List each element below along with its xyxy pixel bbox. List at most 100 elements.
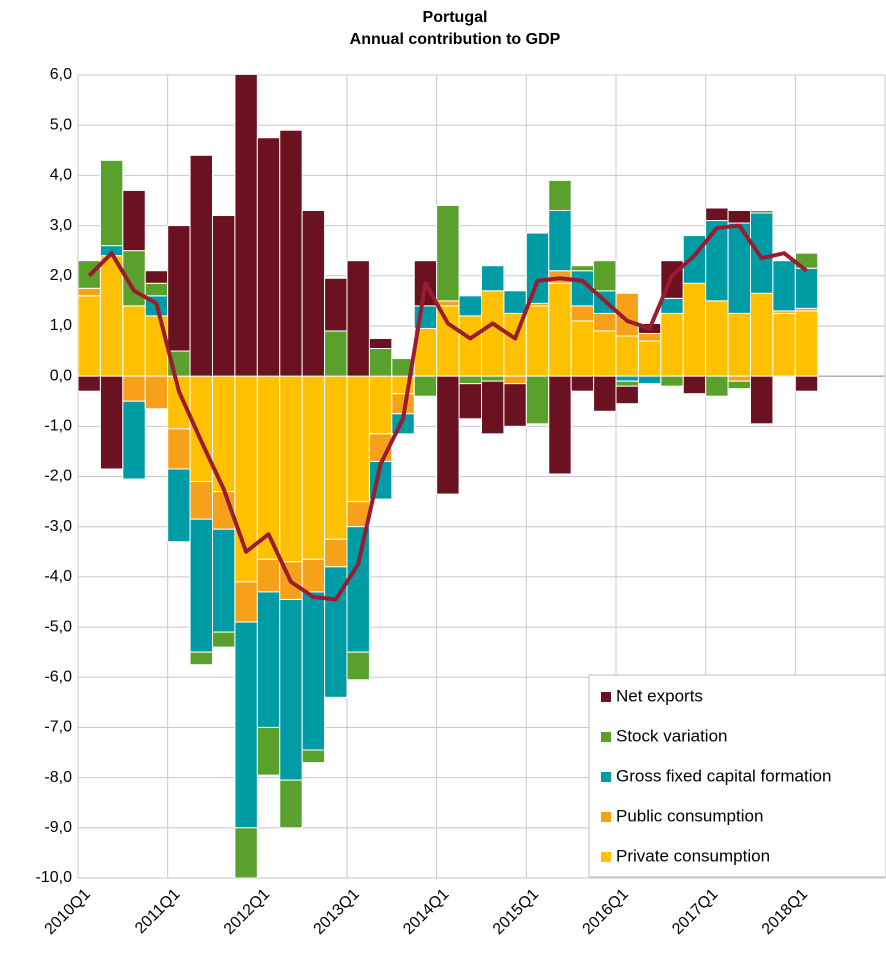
bar-segment bbox=[548, 282, 572, 377]
y-tick-label: -2,0 bbox=[44, 468, 72, 485]
bar-segment bbox=[682, 282, 707, 377]
bar-segment bbox=[548, 375, 572, 475]
bar-segment bbox=[705, 375, 729, 397]
bar-segment bbox=[212, 528, 236, 633]
bar-segment bbox=[772, 312, 796, 377]
bar-segment bbox=[727, 380, 751, 390]
bar-segment bbox=[525, 375, 550, 425]
bar-segment bbox=[570, 305, 595, 322]
y-tick-label: -1,0 bbox=[44, 418, 72, 435]
bar-segment bbox=[593, 330, 617, 377]
y-tick-label: -6,0 bbox=[44, 668, 72, 685]
bar-segment bbox=[727, 210, 751, 224]
legend-label: Public consumption bbox=[616, 806, 763, 825]
bar-segment bbox=[346, 260, 370, 377]
bar-segment bbox=[727, 375, 751, 382]
bar-segment bbox=[189, 154, 213, 377]
bar-segment bbox=[189, 481, 213, 520]
bar-segment bbox=[324, 277, 348, 332]
bar-segment bbox=[78, 287, 101, 297]
bar-segment bbox=[144, 282, 169, 297]
bar-segment bbox=[637, 332, 662, 342]
bar-segment bbox=[144, 315, 169, 377]
bar-segment bbox=[99, 255, 124, 377]
legend-swatch bbox=[601, 852, 611, 862]
bar-segment bbox=[750, 212, 774, 294]
bar-segment bbox=[279, 598, 303, 781]
bar-segment bbox=[750, 210, 774, 214]
bar-segment bbox=[346, 651, 370, 681]
y-tick-label: -4,0 bbox=[44, 568, 72, 585]
y-tick-label: -8,0 bbox=[44, 769, 72, 786]
bar-segment bbox=[436, 375, 460, 495]
bar-segment bbox=[481, 380, 505, 435]
bar-segment bbox=[78, 295, 101, 377]
bar-segment bbox=[301, 591, 326, 751]
bar-segment bbox=[189, 651, 213, 666]
bar-segment bbox=[368, 375, 393, 435]
bar-segment bbox=[637, 340, 662, 377]
x-tick-label: 2010Q1 bbox=[42, 886, 94, 938]
bar-segment bbox=[794, 267, 819, 309]
bar-segment bbox=[615, 380, 639, 387]
chart-title: Portugal bbox=[423, 9, 488, 26]
bar-segment bbox=[212, 215, 236, 377]
bar-segment bbox=[436, 300, 460, 307]
bar-segment bbox=[212, 631, 236, 648]
bar-segment bbox=[727, 312, 751, 377]
bar-segment bbox=[122, 189, 146, 252]
bar-segment bbox=[122, 400, 146, 480]
bar-segment bbox=[794, 310, 819, 377]
bar-segment bbox=[346, 375, 370, 503]
bar-segment bbox=[615, 385, 639, 405]
bar-segment bbox=[368, 348, 393, 377]
y-tick-label: 1,0 bbox=[50, 317, 72, 334]
y-tick-label: -7,0 bbox=[44, 719, 72, 736]
legend-label: Gross fixed capital formation bbox=[616, 766, 831, 785]
bar-segment bbox=[324, 538, 348, 568]
bar-segment bbox=[660, 297, 684, 314]
bar-segment bbox=[682, 235, 707, 284]
bar-segment bbox=[503, 290, 527, 314]
bar-segment bbox=[637, 375, 662, 385]
bar-segment bbox=[256, 375, 281, 560]
bar-segment bbox=[548, 210, 572, 272]
bar-segment bbox=[189, 518, 213, 653]
bar-segment bbox=[525, 232, 550, 304]
x-tick-label: 2017Q1 bbox=[669, 886, 721, 938]
y-tick-label: -5,0 bbox=[44, 618, 72, 635]
bar-segment bbox=[458, 315, 483, 377]
y-tick-label: 5,0 bbox=[50, 116, 72, 133]
bar-segment bbox=[458, 295, 483, 317]
bar-segment bbox=[705, 300, 729, 377]
y-tick-label: -9,0 bbox=[44, 819, 72, 836]
y-tick-label: -3,0 bbox=[44, 518, 72, 535]
bar-segment bbox=[324, 330, 348, 377]
bar-segment bbox=[615, 292, 639, 337]
bar-segment bbox=[615, 375, 639, 382]
bar-segment bbox=[301, 749, 326, 764]
bar-segment bbox=[503, 375, 527, 385]
bar-segment bbox=[481, 375, 505, 382]
bar-segment bbox=[660, 312, 684, 377]
bar-segment bbox=[525, 305, 550, 377]
bar-segment bbox=[503, 383, 527, 427]
y-tick-label: 2,0 bbox=[50, 267, 72, 284]
bar-segment bbox=[593, 375, 617, 412]
bar-segment bbox=[436, 204, 460, 302]
legend-label: Net exports bbox=[616, 686, 703, 705]
x-tick-label: 2013Q1 bbox=[311, 886, 363, 938]
bar-segment bbox=[78, 375, 101, 392]
bar-segment bbox=[346, 526, 370, 653]
bar-segment bbox=[436, 305, 460, 377]
bar-segment bbox=[481, 290, 505, 377]
bar-segment bbox=[234, 581, 258, 623]
y-tick-label: -10,0 bbox=[36, 869, 73, 886]
bar-segment bbox=[279, 779, 303, 829]
bar-segment bbox=[772, 260, 796, 312]
bar-segment bbox=[279, 129, 303, 377]
bar-segment bbox=[750, 292, 774, 377]
legend-box bbox=[588, 674, 886, 878]
bar-segment bbox=[301, 210, 326, 377]
plot-border bbox=[77, 74, 886, 879]
